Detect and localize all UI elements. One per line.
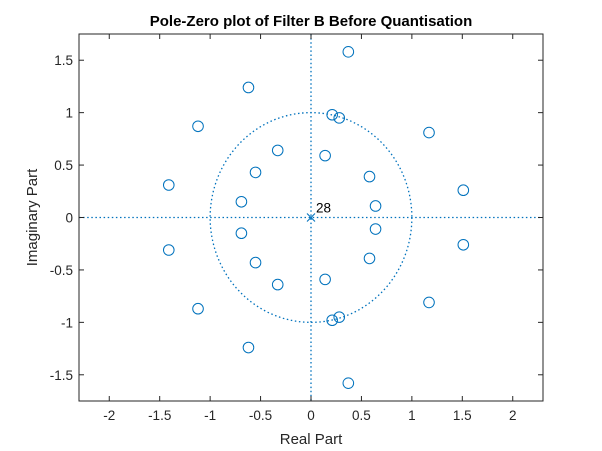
zero-marker xyxy=(162,244,175,256)
reference-lines xyxy=(79,34,543,401)
pole-marker xyxy=(306,213,316,222)
zero-marker xyxy=(423,126,435,139)
zero-marker xyxy=(363,252,376,265)
zero-marker xyxy=(192,302,204,315)
pole-multiplicity-label: 28 xyxy=(316,201,331,216)
zero-marker xyxy=(235,195,248,208)
zero-marker xyxy=(326,108,338,121)
zero-marker xyxy=(342,377,355,389)
plot-area-frame xyxy=(78,33,544,402)
chart-title: Pole-Zero plot of Filter B Before Quanti… xyxy=(150,13,473,30)
zero-marker xyxy=(271,144,284,157)
zero-marker xyxy=(242,341,255,354)
zero-marker xyxy=(271,278,284,291)
x-tick-label: -1 xyxy=(204,408,216,423)
y-tick-label: 0.5 xyxy=(54,158,73,173)
y-tick-label: -1 xyxy=(61,315,73,330)
x-tick-label: -1.5 xyxy=(148,408,171,423)
y-axis-label: Imaginary Part xyxy=(24,168,41,266)
x-tick-label: 0.5 xyxy=(352,408,371,423)
x-tick-label: 0 xyxy=(307,408,315,423)
zero-marker xyxy=(192,120,204,133)
zero-marker xyxy=(363,170,376,183)
zero-marker xyxy=(326,314,338,327)
zero-marker xyxy=(249,166,262,179)
x-tick-label: -2 xyxy=(103,408,115,423)
x-tick-label: 1.5 xyxy=(453,408,472,423)
zeros-series xyxy=(162,46,470,389)
x-tick-label: 1 xyxy=(408,408,416,423)
zero-marker xyxy=(369,223,382,235)
zero-marker xyxy=(457,184,470,197)
zero-marker xyxy=(333,112,346,124)
x-tick-label: -0.5 xyxy=(249,408,272,423)
zero-marker xyxy=(235,227,248,240)
zero-marker xyxy=(319,149,331,162)
y-tick-label: 1 xyxy=(65,106,73,121)
zero-marker xyxy=(242,81,255,94)
zero-marker xyxy=(457,238,470,251)
x-axis-label: Real Part xyxy=(280,431,343,448)
poles-series xyxy=(306,213,316,222)
zero-marker xyxy=(319,273,331,286)
y-tick-label: -1.5 xyxy=(50,368,73,383)
zero-marker xyxy=(423,296,435,309)
y-tick-label: 0 xyxy=(65,211,73,226)
zero-marker xyxy=(369,200,382,212)
y-tick-label: 1.5 xyxy=(54,53,73,68)
axis-ticks: -2 -1.5 -1 -0.5 0 0.5 1 1.5 2 -1.5 -1 -0.5 0 0.5 1 1.5 xyxy=(50,34,543,423)
zero-marker xyxy=(162,179,175,191)
x-tick-label: 2 xyxy=(509,408,517,423)
y-tick-label: -0.5 xyxy=(50,263,73,278)
zero-marker xyxy=(333,311,346,323)
zero-marker xyxy=(249,256,262,269)
zero-marker xyxy=(342,46,355,58)
